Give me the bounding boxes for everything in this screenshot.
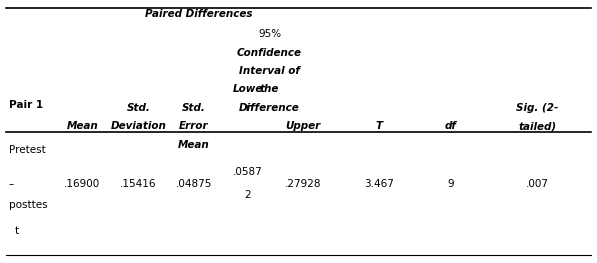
Text: .15416: .15416: [120, 179, 157, 189]
Text: Interval of: Interval of: [239, 66, 300, 76]
Text: T: T: [376, 121, 383, 131]
Text: Confidence: Confidence: [237, 48, 302, 58]
Text: Mean: Mean: [178, 140, 210, 150]
Text: df: df: [445, 121, 457, 131]
Text: Pair 1: Pair 1: [9, 100, 43, 110]
Text: 95%: 95%: [258, 29, 281, 39]
Text: Upper: Upper: [285, 121, 321, 131]
Text: .27928: .27928: [285, 179, 322, 189]
Text: 3.467: 3.467: [364, 179, 394, 189]
Text: Std.: Std.: [127, 103, 150, 113]
Text: r: r: [245, 103, 250, 113]
Text: Error: Error: [179, 121, 209, 131]
Text: Pretest: Pretest: [9, 145, 46, 155]
Text: Difference: Difference: [239, 103, 300, 113]
Text: Deviation: Deviation: [110, 121, 167, 131]
Text: t: t: [15, 226, 19, 236]
Text: .16900: .16900: [64, 179, 100, 189]
Text: Mean: Mean: [66, 121, 99, 131]
Text: Std.: Std.: [182, 103, 206, 113]
Text: .007: .007: [526, 179, 549, 189]
Text: Lowe: Lowe: [233, 84, 263, 94]
Text: Paired Differences: Paired Differences: [145, 9, 253, 19]
Text: Sig. (2-: Sig. (2-: [516, 103, 558, 113]
Text: posttes: posttes: [9, 200, 48, 210]
Text: the: the: [260, 84, 279, 94]
Text: tailed): tailed): [518, 121, 556, 131]
Text: .04875: .04875: [176, 179, 212, 189]
Text: 9: 9: [447, 179, 454, 189]
Text: .0587: .0587: [233, 167, 263, 177]
Text: 2: 2: [244, 190, 251, 200]
Text: –: –: [9, 179, 14, 189]
